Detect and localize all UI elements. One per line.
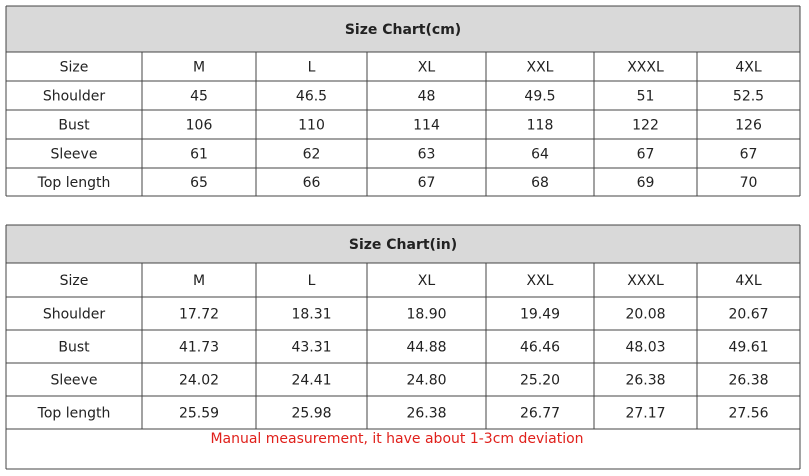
cell: 25.20	[520, 373, 560, 389]
cell: 44.88	[406, 340, 446, 356]
cell: 70	[740, 175, 758, 191]
cell: 122	[632, 118, 659, 134]
cell: 61	[190, 147, 208, 163]
table-title: Size Chart(cm)	[345, 22, 461, 38]
cell: 17.72	[179, 307, 219, 323]
cell: 64	[531, 147, 549, 163]
cell: Shoulder	[43, 307, 106, 323]
cell: 24.80	[406, 373, 446, 389]
cell: 26.38	[728, 373, 768, 389]
cell: 49.5	[524, 89, 555, 105]
title-bar	[6, 6, 800, 52]
cell: 25.59	[179, 406, 219, 422]
header-cell: Size	[60, 273, 89, 289]
table-title: Size Chart(in)	[349, 237, 457, 253]
cell: 25.98	[291, 406, 331, 422]
cell: 67	[418, 175, 436, 191]
header-cell: XXXL	[627, 60, 664, 76]
cell: 45	[190, 89, 208, 105]
header-cell: XXXL	[627, 273, 664, 289]
cell: 48.03	[625, 340, 665, 356]
cell: 126	[735, 118, 762, 134]
cell: 68	[531, 175, 549, 191]
cell: 114	[413, 118, 440, 134]
cell: 27.17	[625, 406, 665, 422]
cell: 19.49	[520, 307, 560, 323]
header-cell: Size	[60, 60, 89, 76]
title-bar	[6, 225, 800, 263]
cell: 66	[303, 175, 321, 191]
cell: 49.61	[728, 340, 768, 356]
cell: 46.5	[296, 89, 327, 105]
cell: 110	[298, 118, 325, 134]
cell: 67	[637, 147, 655, 163]
cell: 67	[740, 147, 758, 163]
cell: 26.77	[520, 406, 560, 422]
header-cell: M	[193, 60, 205, 76]
cell: Sleeve	[51, 373, 98, 389]
cell: 20.08	[625, 307, 665, 323]
cell: Sleeve	[51, 147, 98, 163]
cell: 52.5	[733, 89, 764, 105]
cell: 106	[186, 118, 213, 134]
header-cell: XL	[418, 60, 436, 76]
header-cell: 4XL	[735, 273, 761, 289]
header-cell: XL	[418, 273, 436, 289]
header-cell: L	[308, 60, 316, 76]
cell: 24.41	[291, 373, 331, 389]
note: Manual measurement, it have about 1-3cm …	[210, 431, 583, 447]
cell: Top length	[37, 406, 111, 422]
cell: Bust	[58, 340, 90, 356]
cell: 62	[303, 147, 321, 163]
cell: 51	[637, 89, 655, 105]
cell: 43.31	[291, 340, 331, 356]
cell: 48	[418, 89, 436, 105]
header-cell: XXL	[527, 60, 554, 76]
cell: 27.56	[728, 406, 768, 422]
cell: 18.31	[291, 307, 331, 323]
header-cell: 4XL	[735, 60, 761, 76]
cell: 69	[637, 175, 655, 191]
cell: Shoulder	[43, 89, 106, 105]
cell: 24.02	[179, 373, 219, 389]
cell: 26.38	[625, 373, 665, 389]
cell: 20.67	[728, 307, 768, 323]
header-cell: M	[193, 273, 205, 289]
cell: 18.90	[406, 307, 446, 323]
cell: 46.46	[520, 340, 560, 356]
cell: 118	[527, 118, 554, 134]
cell: 65	[190, 175, 208, 191]
cell: 63	[418, 147, 436, 163]
header-cell: L	[308, 273, 316, 289]
cell: Top length	[37, 175, 111, 191]
cell: 26.38	[406, 406, 446, 422]
cell: Bust	[58, 118, 90, 134]
header-cell: XXL	[527, 273, 554, 289]
cell: 41.73	[179, 340, 219, 356]
